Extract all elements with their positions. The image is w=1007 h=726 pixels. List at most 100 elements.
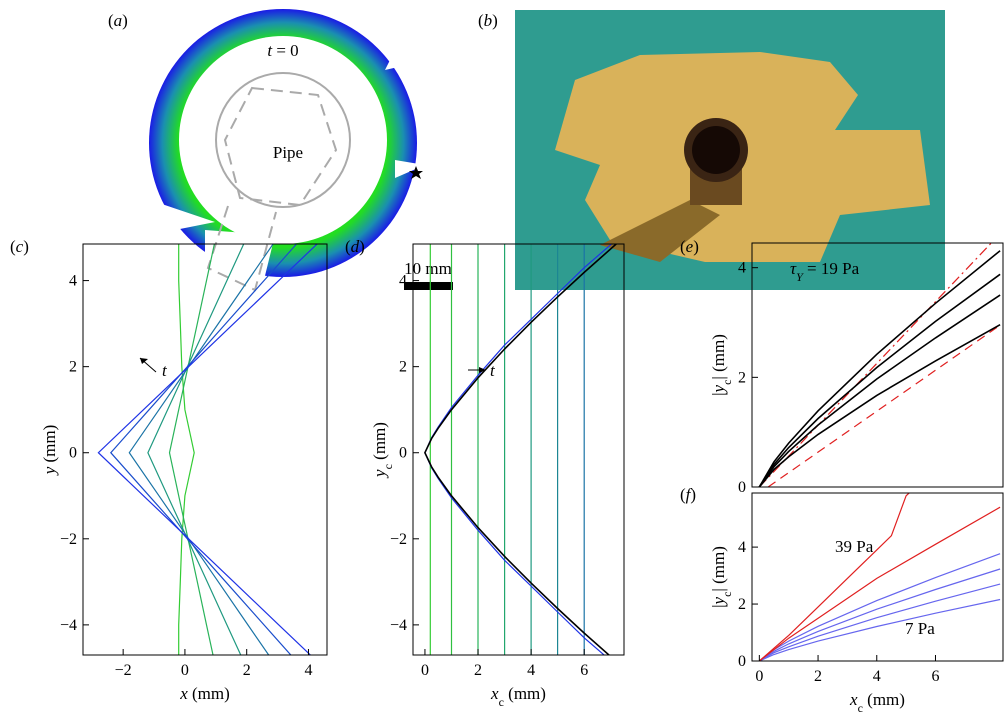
annotation-arrowhead [479, 367, 486, 373]
plot-frame [82, 243, 328, 656]
x-tick-label: 4 [304, 662, 312, 679]
notch [385, 50, 420, 70]
text-part: | [709, 392, 728, 395]
text-part: (mm) [863, 690, 905, 709]
y-tick-label: 0 [738, 653, 746, 670]
text-part: (mm) [370, 422, 389, 464]
panel-b: (b) [478, 10, 945, 290]
plot-frame [412, 243, 625, 656]
text-part: (mm) [40, 425, 59, 467]
text-part: | (mm) [709, 546, 728, 591]
pipe-outline [223, 86, 338, 207]
x-axis-label: xc (mm) [849, 690, 905, 715]
data-line [424, 244, 618, 655]
y-axis-label: y (mm) [40, 425, 59, 477]
plot-area [97, 244, 318, 655]
y-tick-label: 0 [738, 479, 746, 496]
text-part: τ [790, 259, 797, 278]
data-line [178, 244, 195, 655]
text-part: = 0 [272, 41, 299, 60]
text-part: c [499, 695, 504, 709]
panel-label: (f) [680, 485, 696, 504]
x-tick-label: 2 [814, 668, 822, 685]
panel-label: (d) [345, 237, 365, 256]
text-part: f [686, 485, 693, 504]
text-part: y [709, 596, 728, 606]
panel-label: (e) [680, 237, 699, 256]
x-tick-label: 6 [580, 662, 588, 679]
text-part: c [720, 380, 734, 385]
text-part: c [858, 701, 863, 715]
text-part: (mm) [504, 684, 546, 703]
text-part: y [370, 469, 389, 479]
y-tick-label: 2 [738, 596, 746, 613]
text-part: ( [10, 237, 16, 256]
data-line [109, 244, 298, 655]
star [409, 166, 423, 179]
plot-frame [751, 242, 1004, 488]
panel-a: 10 mm Pipe t = 0 (a) [108, 9, 453, 292]
initial-front [215, 72, 351, 208]
text-part: ( [345, 237, 351, 256]
data-line [147, 244, 245, 655]
text-part: b [484, 11, 493, 30]
text-part: t [490, 361, 496, 380]
y-tick-label: 2 [738, 369, 746, 386]
text-part: c [381, 464, 395, 469]
text-part: x [490, 684, 499, 703]
text-part: c [720, 592, 734, 597]
tube [600, 200, 720, 262]
text-part: ( [680, 237, 686, 256]
data-line [97, 244, 318, 655]
scale-label: 10 mm [404, 259, 452, 278]
text-part: t [267, 41, 273, 60]
data-line [759, 583, 1001, 661]
data-line [767, 324, 1001, 487]
time-label: t = 0 [267, 41, 298, 60]
annotation: t [162, 361, 168, 380]
text-part: ( [478, 11, 484, 30]
text-part: 39 Pa [835, 537, 874, 556]
text-part: ) [690, 485, 696, 504]
text-part: ) [122, 11, 128, 30]
text-part: ) [693, 237, 699, 256]
plot-area [758, 493, 1001, 661]
plot-area [424, 244, 618, 655]
annotation: τY = 19 Pa [790, 259, 860, 284]
text-part: y [709, 384, 728, 394]
text-part: a [114, 11, 123, 30]
y-tick-label: −4 [390, 617, 407, 634]
y-tick-label: 4 [399, 273, 407, 290]
text-part: c [16, 237, 24, 256]
y-tick-label: −4 [60, 617, 77, 634]
data-line [758, 493, 910, 661]
x-axis-label: x (mm) [179, 684, 230, 703]
data-line [424, 244, 613, 655]
text-part: x [179, 684, 188, 703]
text-part: y [40, 466, 59, 476]
x-tick-label: 0 [755, 668, 763, 685]
plot-area [758, 243, 1001, 487]
text-part: e [686, 237, 694, 256]
text-part: | (mm) [709, 334, 728, 379]
plot-frame [751, 492, 1004, 662]
y-tick-label: −2 [60, 531, 77, 548]
data-line [168, 244, 216, 655]
data-line [758, 506, 1001, 661]
x-tick-label: 2 [243, 662, 251, 679]
panel-label: (a) [108, 11, 128, 30]
text-part: t [162, 361, 168, 380]
annotation: 7 Pa [905, 619, 935, 638]
text-part: ( [680, 485, 686, 504]
data-line [758, 243, 992, 487]
annotation: t [490, 361, 496, 380]
text-part: d [351, 237, 360, 256]
notch [395, 160, 425, 178]
pipe-hole [692, 126, 740, 174]
annotation-arrowhead [140, 358, 148, 364]
panel-label: (c) [10, 237, 29, 256]
y-axis-label: |yc| (mm) [709, 546, 734, 608]
y-tick-label: 0 [399, 445, 407, 462]
y-tick-label: 4 [738, 539, 746, 556]
